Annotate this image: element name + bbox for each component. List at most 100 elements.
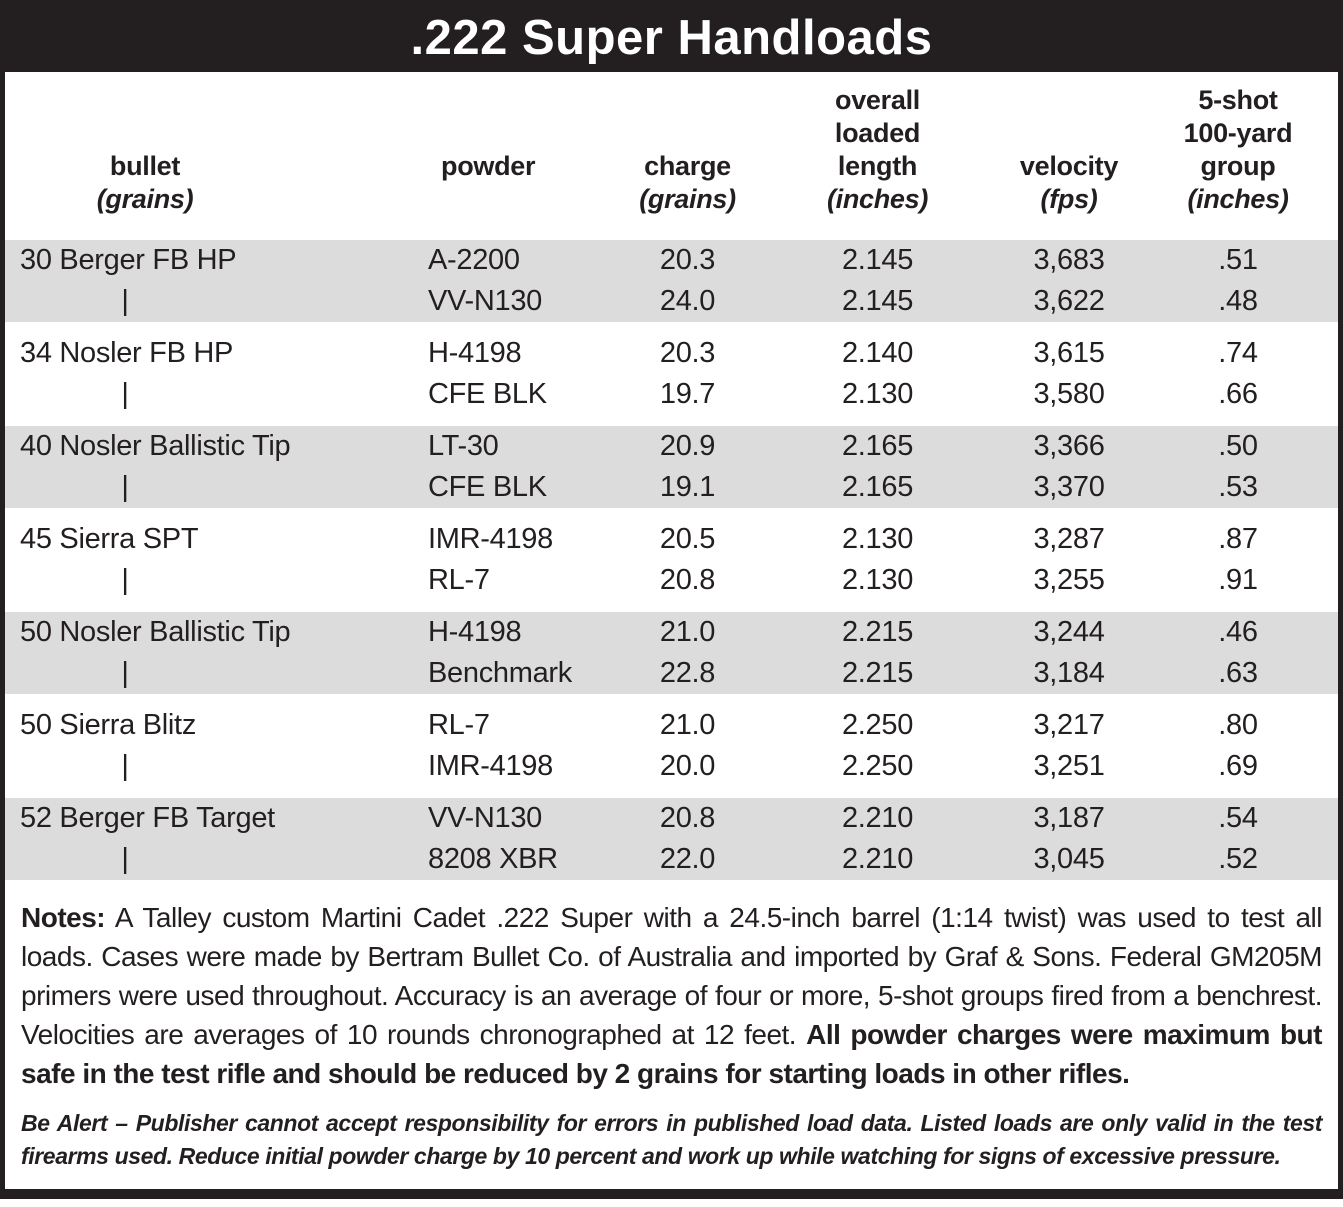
group-cell: .51 xyxy=(1218,244,1258,276)
header-unit: (grains) xyxy=(96,184,194,214)
powder-cell: VV-N130 xyxy=(428,802,542,834)
powder-cell: VV-N130 xyxy=(428,285,542,317)
table-row: | CFE BLK 19.7 2.130 3,580 .66 xyxy=(5,374,1338,415)
bullet-group: 52 Berger FB Target VV-N130 20.8 2.210 3,187… xyxy=(5,798,1338,880)
bullet-name: 30 Berger FB HP xyxy=(20,244,237,276)
velocity-cell: 3,366 xyxy=(1033,430,1105,462)
charge-cell: 20.0 xyxy=(659,750,716,782)
bullet-group: 34 Nosler FB HP H-4198 20.3 2.140 3,615 .74 | C… xyxy=(5,333,1338,415)
powder-cell: IMR-4198 xyxy=(428,523,553,555)
group-cell: .74 xyxy=(1218,337,1258,369)
charge-cell: 22.8 xyxy=(659,657,716,689)
group-cell: .50 xyxy=(1218,430,1258,462)
oal-cell: 2.215 xyxy=(841,616,914,648)
header-line: length xyxy=(837,151,918,181)
ditto-mark: | xyxy=(121,285,129,317)
velocity-cell: 3,251 xyxy=(1033,750,1105,782)
column-header-charge: charge (grains) xyxy=(620,150,755,216)
powder-cell: CFE BLK xyxy=(428,378,547,410)
column-header-velocity: velocity (fps) xyxy=(1000,150,1138,216)
column-header-oal: overall loaded length (inches) xyxy=(755,84,1000,216)
group-cell: .69 xyxy=(1218,750,1258,782)
powder-cell: H-4198 xyxy=(428,616,522,648)
charge-cell: 20.9 xyxy=(659,430,716,462)
header-unit: (inches) xyxy=(1187,184,1289,214)
velocity-cell: 3,615 xyxy=(1033,337,1105,369)
group-cell: .80 xyxy=(1218,709,1258,741)
ditto-mark: | xyxy=(121,843,129,875)
bullet-name: 45 Sierra SPT xyxy=(20,523,199,555)
group-cell: .53 xyxy=(1218,471,1258,503)
oal-cell: 2.130 xyxy=(841,564,914,596)
powder-cell: RL-7 xyxy=(428,564,490,596)
notes-label: Notes: xyxy=(21,902,106,933)
header-line: overall xyxy=(835,85,920,115)
velocity-cell: 3,187 xyxy=(1033,802,1105,834)
oal-cell: 2.165 xyxy=(841,430,914,462)
powder-cell: LT-30 xyxy=(428,430,499,462)
table-row: 52 Berger FB Target VV-N130 20.8 2.210 3,187… xyxy=(5,798,1338,839)
charge-cell: 20.8 xyxy=(659,802,716,834)
velocity-cell: 3,045 xyxy=(1033,843,1105,875)
header-line: 5-shot xyxy=(1198,85,1278,115)
group-cell: .66 xyxy=(1218,378,1258,410)
table-row: 50 Sierra Blitz RL-7 21.0 2.250 3,217 .80 xyxy=(5,705,1338,746)
powder-cell: Benchmark xyxy=(428,657,572,689)
bullet-name: 50 Nosler Ballistic Tip xyxy=(20,616,291,648)
table-row: | Benchmark 22.8 2.215 3,184 .63 xyxy=(5,653,1338,694)
header-line: group xyxy=(1200,151,1276,181)
page-title: .222 Super Handloads xyxy=(410,10,933,65)
powder-cell: IMR-4198 xyxy=(428,750,553,782)
powder-cell: A-2200 xyxy=(428,244,520,276)
charge-cell: 22.0 xyxy=(659,843,716,875)
ditto-mark: | xyxy=(121,750,129,782)
oal-cell: 2.250 xyxy=(841,709,914,741)
oal-cell: 2.145 xyxy=(841,244,914,276)
oal-cell: 2.210 xyxy=(841,843,914,875)
charge-cell: 19.1 xyxy=(659,471,716,503)
table-row: 50 Nosler Ballistic Tip H-4198 21.0 2.215 3,… xyxy=(5,612,1338,653)
group-cell: .63 xyxy=(1218,657,1258,689)
bullet-group: 45 Sierra SPT IMR-4198 20.5 2.130 3,287 .87 | R… xyxy=(5,519,1338,601)
oal-cell: 2.130 xyxy=(841,378,914,410)
powder-cell: CFE BLK xyxy=(428,471,547,503)
oal-cell: 2.130 xyxy=(841,523,914,555)
table-header-row: bullet (grains) powder charge (grains) overal… xyxy=(5,72,1338,240)
table-row: | RL-7 20.8 2.130 3,255 .91 xyxy=(5,560,1338,601)
table-body: 30 Berger FB HP A-2200 20.3 2.145 3,683 .51 | V… xyxy=(5,240,1338,880)
powder-cell: H-4198 xyxy=(428,337,522,369)
group-cell: .91 xyxy=(1218,564,1258,596)
charge-cell: 20.3 xyxy=(659,244,716,276)
column-header-bullet: bullet (grains) xyxy=(5,150,425,216)
bullet-group: 50 Sierra Blitz RL-7 21.0 2.250 3,217 .80 | IMR… xyxy=(5,705,1338,787)
header-line: velocity xyxy=(1019,151,1119,181)
charge-cell: 19.7 xyxy=(659,378,716,410)
bullet-name: 34 Nosler FB HP xyxy=(20,337,234,369)
bullet-group: 50 Nosler Ballistic Tip H-4198 21.0 2.215 3,… xyxy=(5,612,1338,694)
table-row: | VV-N130 24.0 2.145 3,622 .48 xyxy=(5,281,1338,322)
bullet-name: 52 Berger FB Target xyxy=(20,802,275,834)
table-row: 45 Sierra SPT IMR-4198 20.5 2.130 3,287 .87 xyxy=(5,519,1338,560)
header-line: 100-yard xyxy=(1183,118,1293,148)
table-row: 34 Nosler FB HP H-4198 20.3 2.140 3,615 .74 xyxy=(5,333,1338,374)
velocity-cell: 3,622 xyxy=(1033,285,1105,317)
header-unit: (inches) xyxy=(826,184,929,214)
oal-cell: 2.165 xyxy=(841,471,914,503)
charge-cell: 21.0 xyxy=(659,616,716,648)
table-row: | 8208 XBR 22.0 2.210 3,045 .52 xyxy=(5,839,1338,880)
charge-cell: 24.0 xyxy=(659,285,716,317)
table-row: 40 Nosler Ballistic Tip LT-30 20.9 2.165 3,3… xyxy=(5,426,1338,467)
ditto-mark: | xyxy=(121,471,129,503)
velocity-cell: 3,683 xyxy=(1033,244,1105,276)
velocity-cell: 3,244 xyxy=(1033,616,1105,648)
header-line: bullet xyxy=(109,151,181,181)
velocity-cell: 3,255 xyxy=(1033,564,1105,596)
table-row: 30 Berger FB HP A-2200 20.3 2.145 3,683 .51 xyxy=(5,240,1338,281)
ditto-mark: | xyxy=(121,564,129,596)
notes-bold-warning: All powder charges were maximum but safe… xyxy=(21,1019,1323,1089)
charge-cell: 21.0 xyxy=(659,709,716,741)
velocity-cell: 3,287 xyxy=(1033,523,1105,555)
powder-cell: RL-7 xyxy=(428,709,490,741)
